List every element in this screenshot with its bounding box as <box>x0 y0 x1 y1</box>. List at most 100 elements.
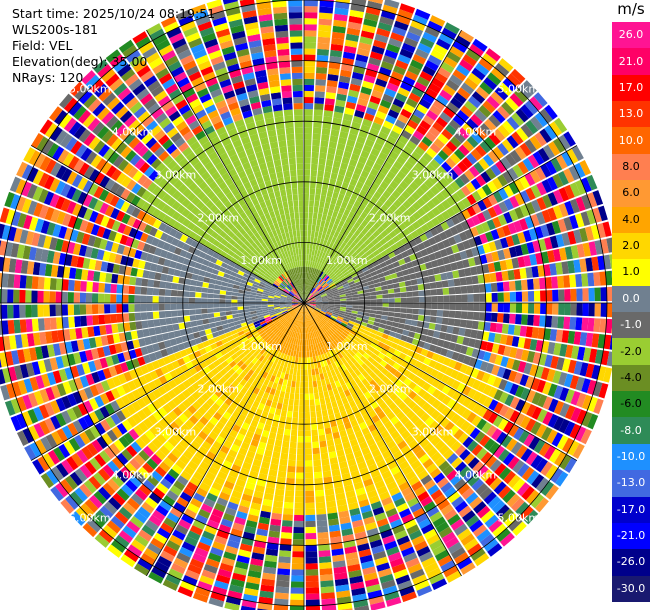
range-gate <box>431 337 439 346</box>
range-gate <box>452 69 467 82</box>
range-gate <box>312 139 321 147</box>
range-gate <box>338 255 345 263</box>
range-gate <box>594 287 601 302</box>
range-gate <box>349 178 358 187</box>
range-gate <box>339 324 346 330</box>
range-gate <box>492 190 504 203</box>
range-gate <box>316 237 321 245</box>
range-gate <box>435 316 443 324</box>
range-gate <box>325 331 331 338</box>
range-gate <box>536 408 548 423</box>
range-gate <box>558 203 569 218</box>
range-gate <box>334 105 345 114</box>
range-gate <box>225 307 232 312</box>
range-gate <box>394 307 401 313</box>
range-gate <box>470 148 483 161</box>
range-gate <box>397 580 413 591</box>
range-gate <box>309 273 312 280</box>
range-gate <box>436 392 447 402</box>
range-gate <box>340 304 347 308</box>
range-gate <box>334 360 341 368</box>
range-gate <box>379 444 389 454</box>
range-gate <box>183 284 191 291</box>
range-gate <box>362 285 370 291</box>
range-gate <box>372 260 380 267</box>
range-gate <box>43 317 51 331</box>
range-gate <box>548 448 562 464</box>
range-gate <box>502 170 514 184</box>
range-gate <box>338 206 346 215</box>
range-gate <box>592 190 604 206</box>
range-gate <box>491 292 498 302</box>
range-gate <box>379 337 388 344</box>
range-gate <box>363 312 370 317</box>
range-gate <box>489 322 497 333</box>
range-gate <box>422 255 431 263</box>
range-gate <box>464 229 474 239</box>
range-gate <box>374 480 386 490</box>
range-gate <box>243 300 250 303</box>
range-gate <box>553 400 565 415</box>
range-gate <box>309 299 316 302</box>
range-gate <box>305 575 319 582</box>
range-gate <box>152 303 159 311</box>
range-gate <box>326 311 333 316</box>
range-gate <box>483 396 493 408</box>
range-gate <box>315 188 322 196</box>
range-gate <box>466 411 477 424</box>
range-gate <box>363 206 372 215</box>
range-gate <box>498 449 510 462</box>
range-gate <box>575 376 585 392</box>
range-gate <box>401 405 412 415</box>
range-gate <box>476 187 488 199</box>
range-gate <box>330 382 337 390</box>
range-gate <box>376 298 383 303</box>
range-gate <box>306 345 310 352</box>
range-gate <box>209 322 217 329</box>
range-gate <box>111 323 119 334</box>
range-gate <box>404 280 412 287</box>
range-gate <box>309 242 314 250</box>
range-gate <box>390 32 405 43</box>
range-gate <box>393 397 403 406</box>
range-gate <box>288 398 294 406</box>
range-gate <box>177 283 185 291</box>
range-gate <box>377 131 389 141</box>
range-gate <box>369 332 376 339</box>
range-gate <box>390 518 403 529</box>
range-gate <box>461 374 471 385</box>
range-gate <box>535 477 550 493</box>
range-gate <box>321 308 328 312</box>
range-gate <box>351 338 358 345</box>
range-gate <box>311 325 315 332</box>
range-gate <box>325 494 336 502</box>
range-gate <box>154 326 162 335</box>
range-gate <box>418 453 430 465</box>
range-gate <box>340 356 347 364</box>
range-gate <box>377 327 385 333</box>
range-gate <box>394 266 402 273</box>
range-gate <box>308 320 312 327</box>
range-gate <box>319 238 325 246</box>
range-gate <box>441 531 456 544</box>
range-gate <box>350 315 357 320</box>
range-gate <box>333 111 344 120</box>
range-gate <box>351 272 358 278</box>
range-gate <box>457 483 471 496</box>
range-gate <box>307 357 311 364</box>
range-gate <box>573 360 583 375</box>
range-gate <box>295 490 304 497</box>
range-gate <box>327 337 333 344</box>
range-gate <box>328 356 335 364</box>
range-gate <box>414 485 427 497</box>
range-gate <box>414 418 424 429</box>
range-gate <box>296 460 304 467</box>
range-gate <box>509 313 516 324</box>
range-gate <box>300 369 304 376</box>
range-gate <box>453 148 466 161</box>
range-gate <box>352 115 363 124</box>
range-gate <box>464 169 475 181</box>
range-gate <box>397 9 413 20</box>
range-gate <box>7 289 14 303</box>
range-gate <box>304 230 308 237</box>
